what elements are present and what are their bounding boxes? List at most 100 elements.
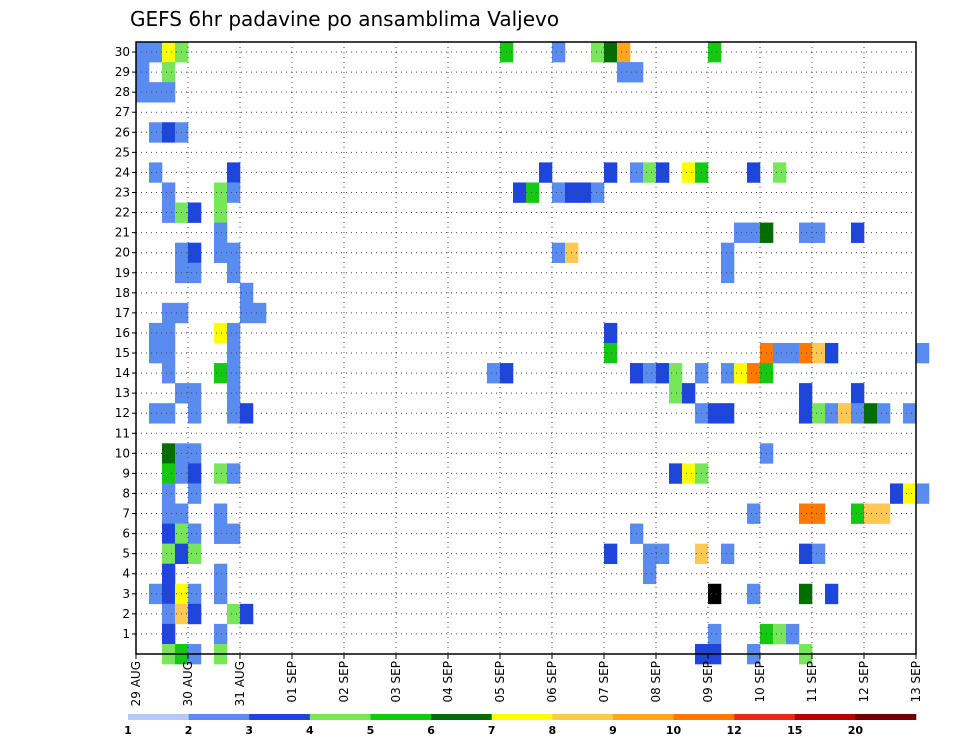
heatmap-cell	[227, 322, 241, 344]
heatmap-cell	[812, 543, 826, 565]
heatmap-cell	[214, 202, 228, 223]
colorbar-label: 7	[488, 724, 496, 737]
y-tick-label: 6	[122, 527, 130, 541]
x-tick-label: 11 SEP	[805, 661, 819, 703]
heatmap-cell	[253, 302, 267, 324]
heatmap-cell	[903, 483, 917, 504]
heatmap-cell	[162, 122, 176, 143]
x-tick-label: 06 SEP	[545, 661, 559, 703]
colorbar-label: 20	[848, 724, 864, 737]
heatmap-cell	[162, 603, 176, 625]
heatmap-cell	[162, 623, 176, 645]
x-tick-label: 08 SEP	[649, 661, 663, 703]
heatmap-cell	[591, 42, 605, 63]
heatmap-cell	[617, 62, 631, 83]
heatmap-cell	[721, 543, 735, 565]
heatmap-cell	[812, 503, 826, 524]
y-tick-label: 10	[115, 446, 130, 460]
heatmap-cell	[682, 162, 696, 183]
y-tick-label: 22	[115, 206, 130, 220]
colorbar-label: 1	[124, 724, 132, 737]
heatmap-cell	[591, 182, 605, 203]
heatmap-cell	[227, 403, 241, 424]
heatmap-cell	[773, 342, 787, 364]
heatmap-cell	[799, 383, 813, 404]
heatmap-cell	[513, 182, 527, 203]
y-tick-label: 19	[115, 266, 130, 280]
colorbar-swatch	[431, 714, 492, 720]
heatmap-cell	[877, 403, 891, 424]
heatmap-cell	[136, 62, 150, 83]
heatmap-cell	[214, 182, 228, 203]
heatmap-cell	[149, 322, 163, 344]
x-tick-label: 03 SEP	[389, 661, 403, 703]
heatmap-cell	[604, 42, 618, 63]
heatmap-cell	[162, 483, 176, 504]
heatmap-cell	[188, 463, 202, 484]
heatmap-cell	[916, 483, 930, 504]
heatmap-cell	[851, 403, 865, 424]
heatmap-cell	[669, 383, 683, 404]
heatmap-cell	[214, 623, 228, 645]
heatmap-cell	[162, 503, 176, 524]
heatmap-cell	[136, 42, 150, 63]
colorbar-swatch	[734, 714, 796, 720]
colorbar-swatch	[855, 714, 917, 720]
heatmap-cell	[643, 162, 657, 183]
heatmap-cell	[799, 342, 813, 364]
x-tick-label: 12 SEP	[857, 661, 871, 703]
heatmap-cell	[786, 623, 800, 645]
colorbar-swatch	[249, 714, 311, 720]
heatmap-cell	[669, 363, 683, 384]
heatmap-cell	[851, 503, 865, 524]
x-tick-label: 13 SEP	[909, 661, 923, 703]
heatmap-cell	[604, 162, 618, 183]
colorbar-label: 15	[787, 724, 802, 737]
heatmap-cell	[773, 623, 787, 645]
colorbar-swatch	[128, 714, 189, 720]
colorbar-label: 10	[666, 724, 682, 737]
heatmap-cell	[188, 543, 202, 565]
heatmap-cell	[149, 583, 163, 605]
heatmap-cell	[149, 342, 163, 364]
heatmap-cell	[227, 242, 241, 264]
y-tick-label: 2	[122, 607, 130, 621]
y-tick-label: 8	[122, 486, 130, 500]
heatmap-cell	[214, 563, 228, 585]
heatmap-cell	[903, 403, 917, 424]
heatmap-cell	[188, 403, 202, 424]
heatmap-cell	[656, 363, 670, 384]
heatmap-cell	[604, 342, 618, 364]
heatmap-cell	[188, 262, 202, 284]
heatmap-cell	[227, 182, 241, 203]
heatmap-cell	[656, 543, 670, 565]
heatmap-cell	[578, 182, 592, 203]
colorbar-label: 2	[185, 724, 193, 737]
colorbar-swatch	[552, 714, 614, 720]
heatmap-cell	[214, 463, 228, 484]
y-tick-label: 4	[122, 567, 130, 581]
heatmap-cell	[864, 403, 878, 424]
heatmap-cell	[162, 202, 176, 223]
y-tick-label: 13	[115, 386, 130, 400]
heatmap-cell	[721, 363, 735, 384]
heatmap-cells	[136, 42, 930, 665]
colorbar-label: 12	[726, 724, 741, 737]
colorbar-label: 8	[548, 724, 556, 737]
heatmap-cell	[721, 403, 735, 424]
heatmap-cell	[721, 242, 735, 264]
chart-title: GEFS 6hr padavine po ansamblima Valjevo	[130, 7, 559, 31]
colorbar-swatch	[491, 714, 553, 720]
x-tick-label: 29 AUG	[129, 661, 143, 706]
heatmap-cell	[227, 523, 241, 544]
y-tick-label: 27	[115, 105, 130, 119]
heatmap-cell	[604, 322, 618, 344]
heatmap-cell	[227, 603, 241, 625]
heatmap-cell	[747, 363, 761, 384]
heatmap-cell	[188, 523, 202, 544]
heatmap-cell	[162, 583, 176, 605]
y-tick-label: 30	[115, 45, 130, 59]
y-tick-label: 16	[115, 326, 130, 340]
x-axis: 29 AUG 30 AUG 31 AUG 01 SEP 02 SEP 03 SEP 04 S…	[129, 654, 923, 706]
heatmap-cell	[214, 583, 228, 605]
